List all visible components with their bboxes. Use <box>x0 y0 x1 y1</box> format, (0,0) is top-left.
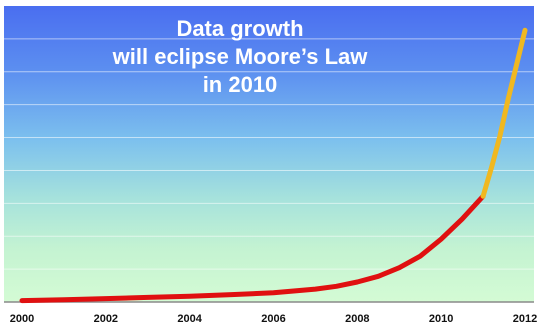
x-tick-label: 2002 <box>94 313 118 325</box>
x-tick-label: 2004 <box>177 313 202 325</box>
plot-background <box>4 6 534 302</box>
x-tick-label: 2006 <box>261 313 285 325</box>
series-line-2 <box>480 27 528 199</box>
x-tick-label: 2008 <box>345 313 369 325</box>
x-tick-label: 2000 <box>10 313 34 325</box>
x-tick-label: 2010 <box>429 313 453 325</box>
chart-title-line-2: will eclipse Moore’s Law <box>112 44 368 69</box>
x-tick-label: 2012 <box>513 313 537 325</box>
chart-title-line-1: Data growth <box>176 16 304 41</box>
series-line-1 <box>19 193 486 304</box>
chart-title-line-3: in 2010 <box>202 72 278 97</box>
